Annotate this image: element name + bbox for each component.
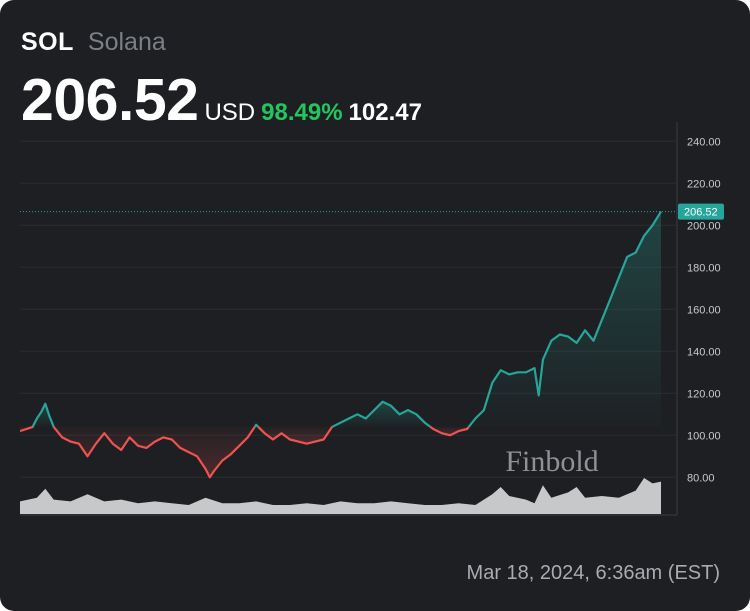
current-price: 206.52: [21, 67, 199, 133]
area-fill-up: [32, 403, 54, 427]
timestamp: Mar 18, 2024, 6:36am (EST): [466, 562, 720, 584]
y-tick-label: 200.00: [687, 220, 721, 232]
price-segment-up: [31, 402, 55, 428]
grid-lines: [20, 140, 677, 478]
area-fill-up: [332, 401, 431, 427]
volume-area: [20, 478, 661, 514]
change-absolute: 102.47: [348, 99, 422, 126]
x-axis: 20241019Feb1019Mar10: [20, 514, 677, 516]
area-fill-down: [258, 426, 333, 444]
y-tick-label: 160.00: [687, 304, 721, 316]
price-chart: Finbold 240.00 220.00 200.00 180.00 160.00 14…: [20, 122, 724, 516]
price-line: [20, 211, 662, 479]
last-price-label: 206.52: [678, 203, 724, 220]
y-tick-label: 240.00: [687, 136, 721, 148]
price-segment-down: [20, 425, 34, 433]
area-fill-down: [53, 426, 255, 478]
price-row: 206.52 USD 98.49% 102.47: [21, 66, 422, 133]
price-segment-down: [257, 425, 334, 445]
watermark-text: Finbold: [505, 445, 598, 478]
price-segment-up: [331, 400, 431, 428]
y-tick-label: 140.00: [687, 346, 721, 358]
y-tick-label: 100.00: [687, 430, 721, 442]
area-fill-up: [468, 211, 661, 427]
area-fills: [20, 211, 661, 478]
price-segment-down: [429, 425, 470, 437]
price-segment-down: [52, 425, 256, 479]
asset-name: Solana: [87, 28, 166, 56]
y-tick-label: 220.00: [687, 178, 721, 190]
change-percent: 98.49%: [261, 99, 343, 126]
y-tick-label: 120.00: [687, 388, 721, 400]
price-segment-up: [253, 423, 259, 428]
y-tick-label: 180.00: [687, 262, 721, 274]
ticker-row: SOL Solana: [21, 28, 166, 58]
ticker-symbol: SOL: [21, 28, 74, 56]
last-price-badge: [678, 203, 724, 220]
last-price-value: 206.52: [684, 207, 718, 219]
y-axis: 240.00 220.00 200.00 180.00 160.00 140.00 120.…: [676, 122, 721, 515]
volume-area-shape: [20, 478, 661, 514]
y-tick-label: 80.00: [687, 472, 715, 484]
currency-label: USD: [204, 99, 256, 126]
area-fill-down: [430, 426, 469, 436]
price-segment-up: [467, 211, 662, 428]
